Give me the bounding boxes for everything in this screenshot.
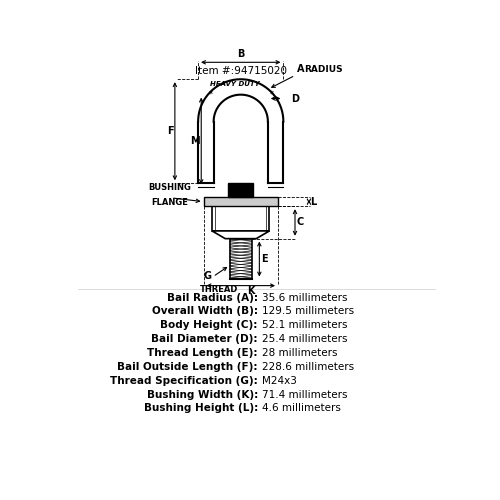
Text: F: F bbox=[166, 126, 173, 136]
Text: D: D bbox=[291, 94, 299, 104]
Text: RADIUS: RADIUS bbox=[304, 65, 343, 74]
Text: Item #:94715020: Item #:94715020 bbox=[195, 66, 287, 76]
Text: B: B bbox=[237, 49, 244, 59]
Text: 71.4 millimeters: 71.4 millimeters bbox=[262, 390, 348, 400]
Text: Body Height (C):: Body Height (C): bbox=[160, 320, 258, 330]
Text: Overall Width (B):: Overall Width (B): bbox=[152, 306, 258, 316]
Text: 35.6 millimeters: 35.6 millimeters bbox=[262, 292, 348, 302]
Text: HEAVY DUTY: HEAVY DUTY bbox=[210, 81, 260, 87]
Text: Bail Diameter (D):: Bail Diameter (D): bbox=[152, 334, 258, 344]
Polygon shape bbox=[212, 231, 270, 238]
Text: A: A bbox=[297, 64, 304, 74]
Text: Bail Outside Length (F):: Bail Outside Length (F): bbox=[118, 362, 258, 372]
Text: 52.1 millimeters: 52.1 millimeters bbox=[262, 320, 348, 330]
Text: BUSHING: BUSHING bbox=[148, 184, 191, 192]
Text: G: G bbox=[204, 271, 212, 281]
Text: C: C bbox=[296, 218, 304, 228]
Bar bbox=[228, 183, 253, 197]
Text: FLANGE: FLANGE bbox=[151, 198, 188, 207]
Text: ✶: ✶ bbox=[208, 90, 214, 96]
Bar bbox=[204, 197, 278, 206]
Text: 4.6 millimeters: 4.6 millimeters bbox=[262, 404, 342, 413]
Text: ✶: ✶ bbox=[268, 90, 274, 96]
Text: E: E bbox=[261, 254, 268, 264]
Text: THREAD: THREAD bbox=[200, 285, 238, 294]
Text: 129.5 millimeters: 129.5 millimeters bbox=[262, 306, 354, 316]
Text: Bail Radius (A):: Bail Radius (A): bbox=[167, 292, 258, 302]
Text: L: L bbox=[310, 196, 317, 206]
Text: Bushing Width (K):: Bushing Width (K): bbox=[146, 390, 258, 400]
Bar bbox=[212, 206, 270, 231]
Text: Bushing Height (L):: Bushing Height (L): bbox=[144, 404, 258, 413]
Bar bbox=[230, 238, 252, 280]
Text: M: M bbox=[190, 136, 200, 146]
Text: Thread Length (E):: Thread Length (E): bbox=[148, 348, 258, 358]
Text: Thread Specification (G):: Thread Specification (G): bbox=[110, 376, 258, 386]
Text: M24x3: M24x3 bbox=[262, 376, 298, 386]
Text: 25.4 millimeters: 25.4 millimeters bbox=[262, 334, 348, 344]
Text: 228.6 millimeters: 228.6 millimeters bbox=[262, 362, 354, 372]
Text: K: K bbox=[247, 286, 254, 296]
Text: 28 millimeters: 28 millimeters bbox=[262, 348, 338, 358]
